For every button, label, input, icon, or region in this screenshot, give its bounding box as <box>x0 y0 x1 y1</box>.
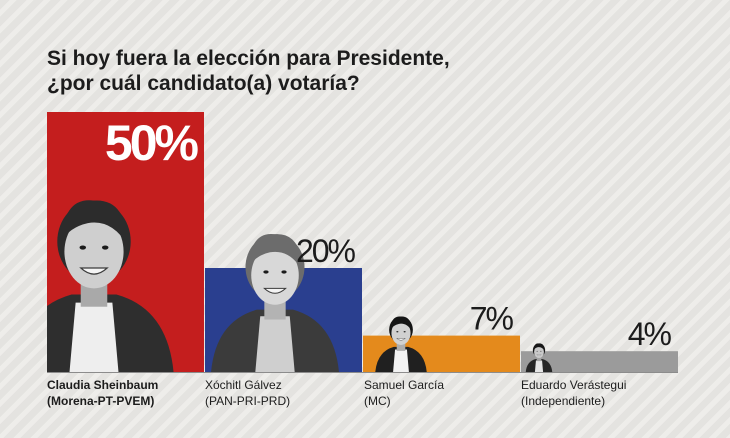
candidate-label-verastegui: Eduardo Verástegui (Independiente) <box>521 377 626 409</box>
candidate-label-galvez: Xóchitl Gálvez (PAN-PRI-PRD) <box>205 377 290 409</box>
candidate-name: Eduardo Verástegui <box>521 378 627 392</box>
candidate-party: (PAN-PRI-PRD) <box>205 394 291 408</box>
candidate-label-sheinbaum: Claudia Sheinbaum (Morena-PT-PVEM) <box>47 377 158 409</box>
portrait-eye <box>263 270 269 274</box>
portrait-shirt <box>393 349 409 372</box>
candidate-name: Xóchitl Gálvez <box>205 378 282 392</box>
bar-verastegui <box>521 351 678 372</box>
portrait-eye <box>540 350 542 352</box>
portrait-neck <box>536 356 542 362</box>
portrait-smile <box>536 354 542 356</box>
portrait-eye <box>536 350 538 352</box>
portrait-smile <box>396 338 406 341</box>
candidate-label-garcia: Samuel García (MC) <box>364 377 444 409</box>
portrait-face <box>251 245 299 305</box>
portrait-shirt <box>69 302 119 372</box>
portrait-of-xochitl-galvez <box>211 233 339 372</box>
chart-title: Si hoy fuera la elección para Presidente… <box>47 46 450 96</box>
portrait-eye <box>281 270 287 274</box>
portrait-of-eduardo-verastegui <box>525 343 553 372</box>
portrait-shirt <box>255 316 295 372</box>
portrait-hair-top <box>390 316 412 332</box>
portrait-hair-top <box>61 200 128 246</box>
candidate-name: Samuel García <box>364 378 445 392</box>
value-label-sheinbaum: 50% <box>105 115 199 171</box>
portrait-shirt <box>534 360 544 372</box>
portrait-face <box>391 321 411 345</box>
candidate-name: Claudia Sheinbaum <box>47 378 159 392</box>
portrait-smile <box>79 267 109 275</box>
candidate-party: (Independiente) <box>521 394 606 408</box>
portrait-eye <box>79 245 87 250</box>
chart-title-line-2: ¿por cuál candidato(a) votaría? <box>47 72 360 95</box>
portrait-of-claudia-sheinbaum <box>47 200 174 372</box>
portrait-face <box>64 214 124 289</box>
portrait-eye <box>403 331 406 333</box>
value-label-verastegui: 4% <box>628 316 672 352</box>
chart-title-line-1: Si hoy fuera la elección para Presidente… <box>47 47 450 70</box>
portrait-face <box>534 345 544 359</box>
portrait-eye <box>396 331 399 333</box>
portrait-neck <box>396 341 406 351</box>
portrait-of-samuel-garcia <box>375 316 427 372</box>
value-label-garcia: 7% <box>470 301 514 337</box>
candidate-party: (Morena-PT-PVEM) <box>47 394 155 408</box>
portrait-smile <box>263 287 287 294</box>
portrait-eye <box>101 245 109 250</box>
candidate-party: (MC) <box>364 394 391 408</box>
portrait-hair-top <box>248 233 303 271</box>
value-label-galvez: 20% <box>296 233 356 269</box>
portrait-hair-top <box>533 343 545 351</box>
